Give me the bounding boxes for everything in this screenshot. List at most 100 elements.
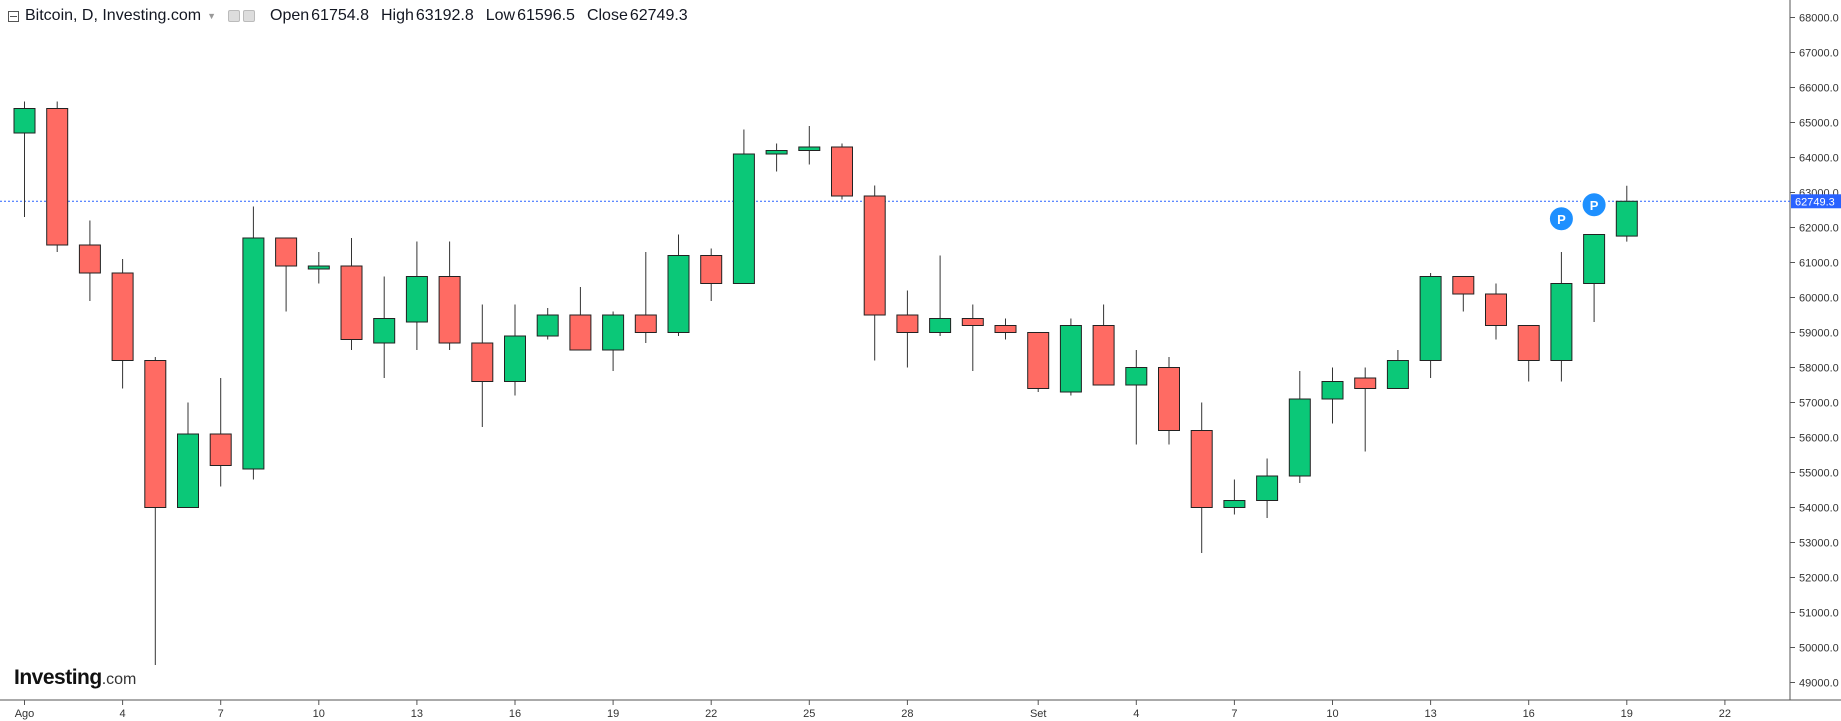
y-tick-label: 67000.0 [1799, 48, 1839, 60]
candle[interactable] [1452, 276, 1475, 312]
candle-body-up [307, 265, 330, 270]
candle[interactable] [405, 241, 428, 351]
candle[interactable] [1550, 252, 1573, 382]
candle[interactable] [1158, 357, 1180, 445]
candle[interactable] [667, 234, 690, 337]
candle[interactable] [275, 237, 298, 312]
candle[interactable] [536, 308, 559, 340]
candle[interactable] [1223, 479, 1246, 515]
candle[interactable] [1092, 304, 1115, 386]
candle[interactable] [1288, 371, 1311, 483]
visibility-icon[interactable] [228, 10, 240, 22]
collapse-icon[interactable] [8, 10, 19, 22]
x-tick-label: 19 [607, 708, 619, 720]
candle[interactable] [1386, 350, 1409, 389]
candle-body-down [569, 314, 592, 351]
candle[interactable] [569, 287, 592, 351]
candle-body-up [536, 314, 559, 337]
candle[interactable] [1354, 367, 1377, 452]
candle[interactable] [1125, 350, 1148, 445]
candle-body-down [1517, 325, 1540, 361]
marker-label: P [1590, 198, 1599, 213]
y-tick-label: 53000.0 [1799, 538, 1839, 550]
x-tick-label: 4 [1133, 708, 1139, 720]
candle[interactable] [504, 304, 526, 396]
x-tick-label: 25 [803, 708, 815, 720]
candle-body-down [209, 433, 232, 466]
candle[interactable] [471, 304, 494, 428]
candle[interactable] [1027, 332, 1050, 393]
chevron-down-icon[interactable]: ▼ [207, 11, 216, 21]
candle[interactable] [13, 101, 36, 218]
candle[interactable] [1419, 273, 1442, 378]
candle-body-up [1288, 398, 1311, 477]
candle[interactable] [78, 220, 101, 302]
candle[interactable] [340, 238, 363, 350]
y-tick-label: 60000.0 [1799, 293, 1839, 305]
candle-body-up [1550, 283, 1573, 361]
candle-body-up [1386, 360, 1409, 389]
candle[interactable] [831, 143, 853, 200]
candle[interactable] [373, 276, 396, 379]
candle[interactable] [896, 290, 919, 368]
candle[interactable] [1583, 234, 1606, 323]
candle[interactable] [961, 304, 984, 372]
candle-body-up [242, 237, 265, 470]
x-tick-label: Ago [15, 708, 35, 720]
candle[interactable] [1321, 367, 1344, 424]
candle[interactable] [1615, 185, 1638, 242]
instrument-title[interactable]: Bitcoin, D, Investing.com [25, 7, 202, 24]
event-markers[interactable]: PP [1547, 191, 1608, 233]
event-marker[interactable]: P [1547, 205, 1575, 233]
y-tick-label: 68000.0 [1799, 13, 1839, 25]
candle[interactable] [307, 252, 330, 284]
candle-body-down [1452, 276, 1475, 295]
x-tick-label: 10 [1326, 708, 1338, 720]
candle-body-up [732, 153, 755, 284]
candle-body-up [1419, 276, 1442, 361]
x-tick-label: 19 [1621, 708, 1633, 720]
x-tick-label: 13 [1424, 708, 1436, 720]
candle[interactable] [863, 185, 886, 361]
candle-body-up [1223, 500, 1246, 508]
candles [13, 101, 1638, 665]
candle[interactable] [242, 206, 265, 480]
candle-body-down [471, 342, 494, 382]
candle[interactable] [602, 311, 625, 372]
marker-label: P [1557, 212, 1566, 227]
y-tick-label: 51000.0 [1799, 608, 1839, 620]
investing-logo[interactable]: Investing.com [14, 666, 136, 690]
candle[interactable] [700, 248, 723, 302]
candle[interactable] [1256, 458, 1279, 519]
candle[interactable] [1190, 402, 1213, 554]
candle-body-up [1256, 475, 1279, 501]
candle[interactable] [1059, 318, 1082, 396]
candle-body-up [1615, 200, 1638, 237]
candle[interactable] [929, 255, 952, 337]
candle[interactable] [765, 143, 788, 172]
candle-body-up [798, 146, 821, 151]
candle-body-down [831, 146, 853, 197]
candle[interactable] [798, 126, 821, 165]
x-tick-label: 16 [509, 708, 521, 720]
candle[interactable] [634, 252, 657, 343]
candle[interactable] [111, 259, 134, 389]
last-price-tag-label: 62749.3 [1795, 196, 1835, 208]
candle[interactable] [1517, 325, 1540, 382]
event-marker[interactable]: P [1580, 191, 1608, 219]
logo-brand: Investing [14, 666, 102, 689]
candle[interactable] [1485, 283, 1507, 340]
candle[interactable] [177, 402, 199, 508]
candle[interactable] [209, 378, 232, 487]
y-tick-label: 59000.0 [1799, 328, 1839, 340]
candle[interactable] [732, 129, 755, 284]
candle[interactable] [994, 318, 1017, 340]
y-tick-label: 64000.0 [1799, 153, 1839, 165]
candle-body-up [1125, 367, 1148, 386]
settings-icon[interactable] [243, 10, 255, 22]
candle-body-down [896, 314, 919, 333]
candle[interactable] [144, 357, 167, 665]
candle[interactable] [46, 101, 69, 253]
candle[interactable] [438, 241, 461, 351]
